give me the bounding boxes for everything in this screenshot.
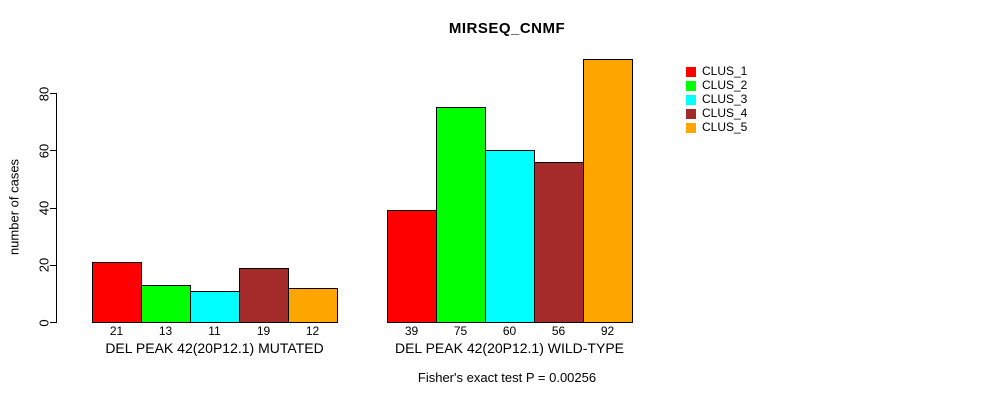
bar-clus_1-group2 <box>387 210 437 323</box>
legend-swatch-clus_1 <box>686 66 696 77</box>
bar-clus_4-group2 <box>534 161 584 323</box>
category-label: DEL PEAK 42(20P12.1) MUTATED <box>105 340 324 356</box>
bar-value-label: 13 <box>158 324 173 338</box>
legend-label: CLUS_3 <box>702 92 748 106</box>
y-axis-label: number of cases <box>6 158 22 256</box>
bar-value-label: 92 <box>600 324 615 338</box>
legend-item: CLUS_1 <box>686 64 748 78</box>
legend-label: CLUS_1 <box>702 64 748 78</box>
legend-label: CLUS_4 <box>702 106 748 120</box>
legend-swatch-clus_2 <box>686 80 696 91</box>
legend-swatch-clus_4 <box>686 108 696 119</box>
bar-clus_2-group2 <box>436 107 486 323</box>
y-tick-label: 40 <box>36 200 52 216</box>
y-axis-tick <box>50 207 57 209</box>
bar-value-label: 56 <box>551 324 566 338</box>
y-tick-label: 20 <box>36 258 52 273</box>
bar-value-label: 19 <box>256 324 271 338</box>
legend-swatch-clus_3 <box>686 94 696 105</box>
bar-clus_4-group1 <box>239 267 289 323</box>
bar-clus_5-group1 <box>288 287 338 323</box>
bar-value-label: 11 <box>208 324 221 338</box>
category-label: DEL PEAK 42(20P12.1) WILD-TYPE <box>394 340 625 356</box>
y-axis-tick <box>50 322 57 323</box>
bar-clus_2-group1 <box>141 284 191 323</box>
annotation-text: Fisher's exact test P = 0.00256 <box>417 370 597 385</box>
y-tick-label: 60 <box>36 143 52 158</box>
y-tick-label: 0 <box>36 318 52 327</box>
legend-item: CLUS_3 <box>686 92 748 106</box>
y-axis-tick <box>50 93 57 94</box>
bar-clus_5-group2 <box>583 58 633 323</box>
chart-title: MIRSEQ_CNMF <box>448 20 566 37</box>
legend-item: CLUS_5 <box>686 120 748 134</box>
legend-item: CLUS_2 <box>686 78 748 92</box>
legend-label: CLUS_2 <box>702 78 748 92</box>
legend-item: CLUS_4 <box>686 106 748 120</box>
y-axis-tick <box>50 264 57 266</box>
legend-label: CLUS_5 <box>702 120 748 134</box>
y-axis-tick <box>50 150 57 152</box>
bar-clus_3-group2 <box>485 150 535 323</box>
bar-value-label: 75 <box>453 324 468 338</box>
bar-clus_3-group1 <box>190 290 240 323</box>
bar-value-label: 12 <box>305 324 320 338</box>
bar-value-label: 21 <box>109 324 124 338</box>
bar-clus_1-group1 <box>92 261 142 323</box>
y-tick-label: 80 <box>36 86 52 101</box>
bar-value-label: 39 <box>404 324 419 338</box>
bar-value-label: 60 <box>502 324 517 338</box>
legend-swatch-clus_5 <box>686 122 696 133</box>
